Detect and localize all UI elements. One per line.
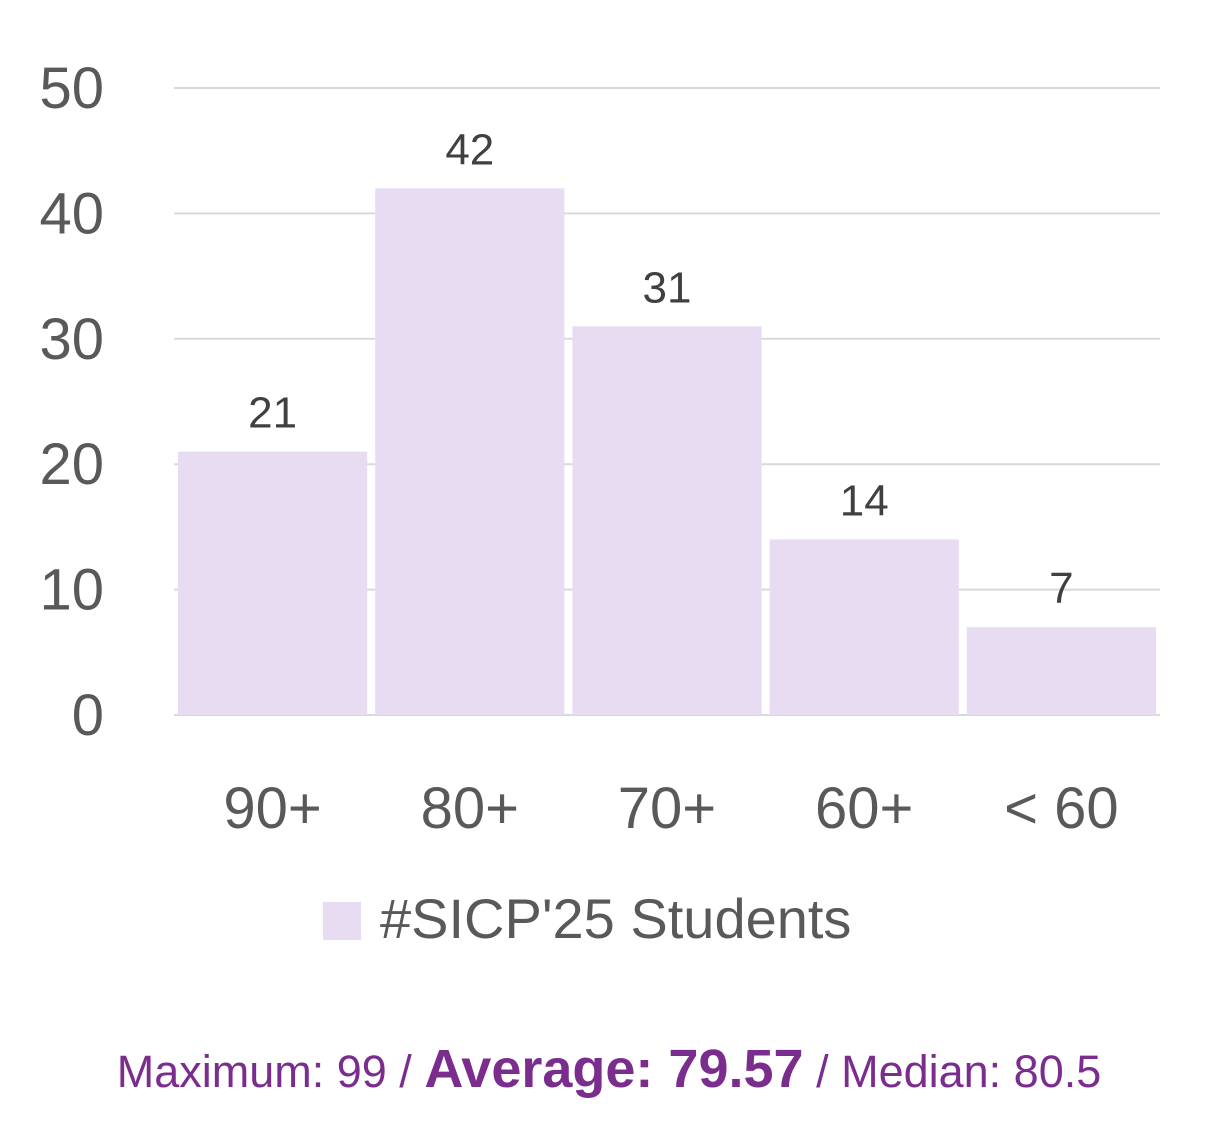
bar (769, 539, 959, 715)
x-tick-label: 90+ (223, 776, 321, 841)
y-tick-label: 50 (39, 56, 104, 121)
x-tick-label: 70+ (618, 776, 716, 841)
y-tick-label: 40 (39, 181, 104, 246)
y-tick-label: 20 (39, 432, 104, 497)
x-tick-label: < 60 (1004, 776, 1119, 841)
y-tick-label: 0 (72, 683, 104, 748)
bar (178, 451, 368, 715)
legend: #SICP'25 Students (323, 887, 851, 950)
y-axis-tick-labels: 0 10 20 30 40 50 (39, 56, 104, 748)
x-tick-label: 80+ (421, 776, 519, 841)
maximum-stat: Maximum: 99 (116, 1046, 387, 1097)
median-stat: Median: 80.5 (841, 1046, 1102, 1097)
bar (375, 188, 565, 715)
data-label: 14 (840, 476, 889, 525)
x-tick-label: 60+ (815, 776, 913, 841)
data-label: 21 (248, 389, 297, 438)
x-axis-tick-labels: 90+ 80+ 70+ 60+ < 60 (223, 776, 1118, 841)
bar (966, 627, 1156, 715)
stats-summary: Maximum: 99 / Average: 79.57 / Median: 8… (0, 1038, 1218, 1100)
data-labels: 21 42 31 14 7 (248, 125, 1074, 613)
data-label: 31 (643, 263, 692, 312)
bars (178, 188, 1156, 715)
y-tick-label: 30 (39, 307, 104, 372)
legend-label: #SICP'25 Students (380, 887, 851, 950)
stats-separator: / (386, 1046, 425, 1097)
legend-swatch (323, 902, 361, 940)
average-stat: Average: 79.57 (424, 1039, 804, 1099)
y-tick-label: 10 (39, 558, 104, 623)
data-label: 7 (1049, 564, 1073, 613)
bar (572, 326, 762, 715)
data-label: 42 (445, 125, 494, 174)
stats-separator: / (803, 1046, 842, 1097)
